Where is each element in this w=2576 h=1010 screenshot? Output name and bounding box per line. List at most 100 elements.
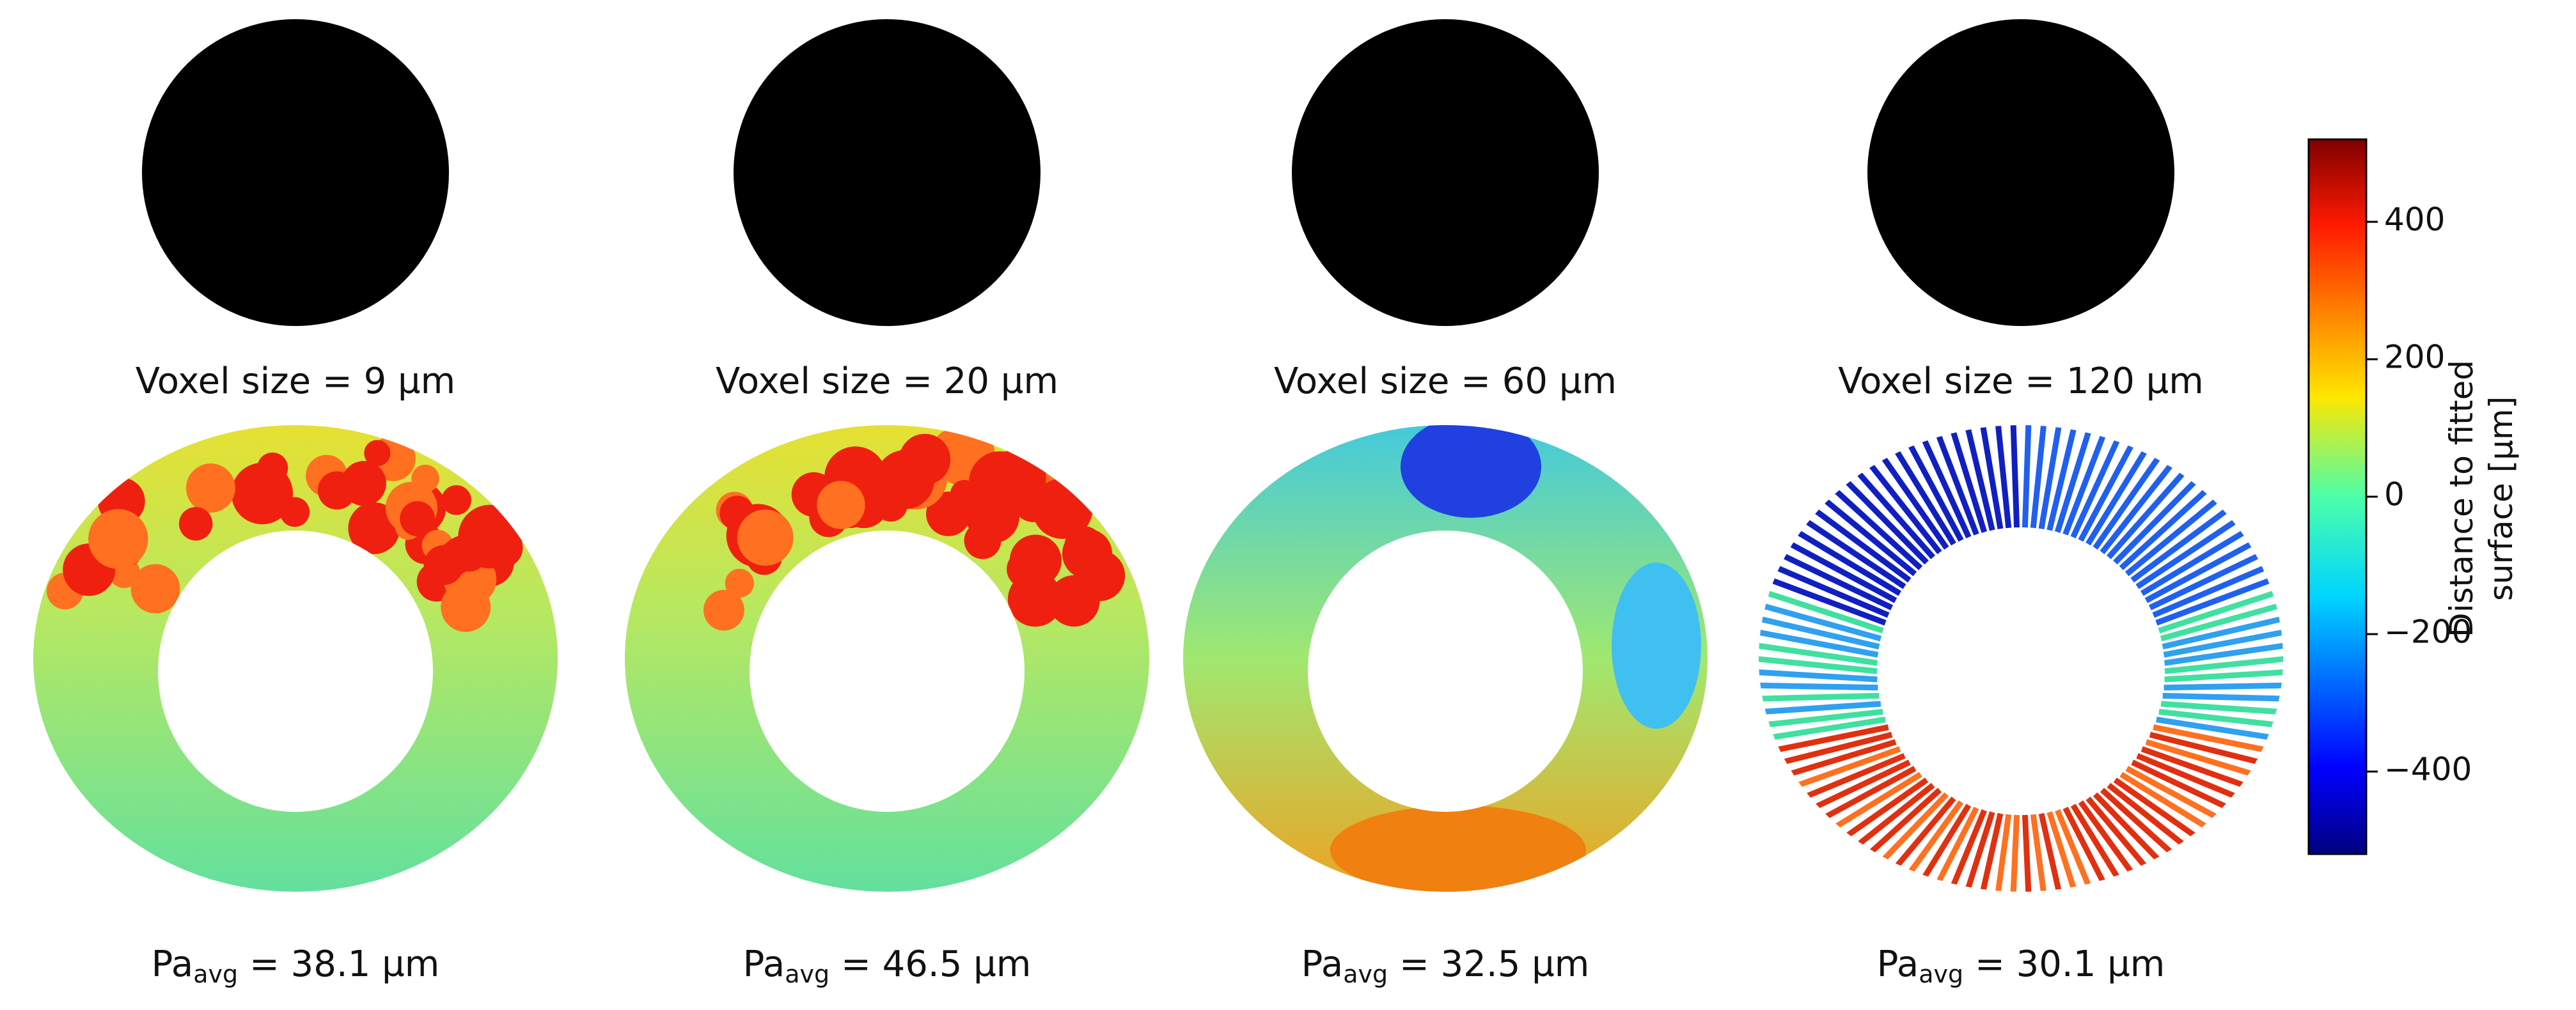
stripe	[1880, 792, 1949, 863]
roughness-label: Paavg = 38.1 µm	[152, 944, 440, 988]
stripe	[1995, 814, 2012, 892]
stripe	[1772, 563, 1890, 618]
stripe	[2153, 724, 2269, 754]
stripe	[1762, 589, 1884, 633]
blob	[969, 451, 1032, 514]
stripe	[1965, 811, 1995, 891]
tick-label: −400	[2384, 751, 2472, 788]
stripe	[2162, 692, 2283, 702]
stripe	[2010, 814, 2020, 892]
stripe	[2144, 540, 2256, 603]
stripe	[1880, 454, 1949, 550]
roughness-symbol: Pa	[743, 944, 785, 985]
stripe	[1855, 782, 1935, 848]
stripe	[2093, 454, 2162, 550]
voxel-label: Voxel size = 120 µm	[1838, 361, 2204, 402]
stripe	[2113, 777, 2199, 840]
roughness-symbol: Pa	[152, 944, 194, 985]
roughness-value: = 38.1 µm	[238, 944, 439, 985]
stripe	[2160, 602, 2283, 642]
stripe	[1920, 437, 1972, 539]
stripe	[2078, 800, 2135, 876]
blob	[725, 568, 754, 598]
pore-slice	[1292, 19, 1599, 326]
blob	[1007, 550, 1044, 588]
stripe	[1842, 478, 1929, 565]
stripe	[1759, 669, 1878, 683]
stripe	[2135, 517, 2240, 589]
stripe	[1821, 496, 1917, 577]
stripe	[1949, 428, 1988, 533]
roughness-subscript: avg	[785, 960, 829, 988]
stripe	[2130, 506, 2231, 583]
stripe	[1920, 804, 1972, 881]
stripe	[2062, 432, 2107, 536]
stripe	[2158, 708, 2279, 728]
stripe	[2119, 486, 2210, 570]
stripe	[2113, 478, 2199, 565]
stripe	[1759, 615, 1880, 650]
blob	[737, 509, 794, 566]
blob	[178, 507, 213, 541]
tick-label: 0	[2384, 476, 2405, 513]
stripe	[2010, 425, 2020, 528]
stripe	[1811, 759, 1911, 811]
roughness-label: Paavg = 30.1 µm	[1877, 944, 2165, 988]
pore-slice	[1867, 19, 2174, 326]
panel: Voxel size = 9 µm Paavg = 38.1 µm	[33, 19, 558, 988]
stripe	[1979, 812, 2004, 892]
blob	[964, 522, 1001, 559]
stripe	[1759, 642, 1878, 666]
stripe	[2022, 814, 2032, 892]
ring	[625, 425, 1149, 892]
stripe	[1786, 739, 1897, 778]
stripe	[1995, 425, 2012, 529]
stripe	[1759, 682, 1878, 691]
blob	[441, 582, 491, 632]
stripe	[2160, 701, 2283, 715]
stripe	[1786, 540, 1897, 603]
blob	[703, 589, 744, 631]
stripe	[2136, 753, 2240, 800]
stripe	[1779, 731, 1893, 766]
roughness-subscript: avg	[193, 960, 238, 988]
stripe	[1759, 602, 1882, 642]
stripe	[2158, 589, 2280, 633]
blob	[88, 509, 148, 569]
stripe	[2125, 766, 2220, 821]
stripe	[1793, 528, 1902, 596]
stripe	[2119, 772, 2210, 831]
roughness-value: = 46.5 µm	[829, 944, 1031, 985]
stripe	[2148, 551, 2263, 610]
ring	[1759, 425, 2283, 892]
stripe	[1979, 425, 2004, 530]
stripe	[1893, 447, 1956, 546]
voxel-label: Voxel size = 9 µm	[136, 361, 455, 402]
stripe	[1766, 576, 1887, 626]
panel: Voxel size = 60 µm Paavg = 32.5 µm	[1183, 19, 1708, 988]
blob	[364, 440, 391, 467]
roughness-subscript: avg	[1919, 960, 1963, 988]
stripe	[1759, 701, 1881, 715]
stripe	[2070, 804, 2121, 881]
stripe	[2162, 615, 2283, 650]
stripe	[2124, 496, 2221, 577]
stripe	[1935, 806, 1979, 885]
stripe	[2145, 739, 2256, 778]
stripe	[1767, 717, 1886, 741]
pore-slice	[142, 19, 449, 326]
stripe	[1802, 753, 1906, 800]
stripe	[2100, 461, 2175, 555]
blob	[1401, 425, 1541, 518]
stripe	[1867, 461, 1942, 555]
voxel-label: Voxel size = 60 µm	[1274, 361, 1617, 402]
stripe	[2085, 447, 2149, 546]
tick-label: 200	[2384, 339, 2445, 376]
stripe	[2022, 425, 2032, 528]
stripe	[2078, 442, 2135, 542]
roughness-symbol: Pa	[1877, 944, 1919, 985]
blob	[449, 532, 489, 572]
stripe	[1832, 486, 1923, 570]
